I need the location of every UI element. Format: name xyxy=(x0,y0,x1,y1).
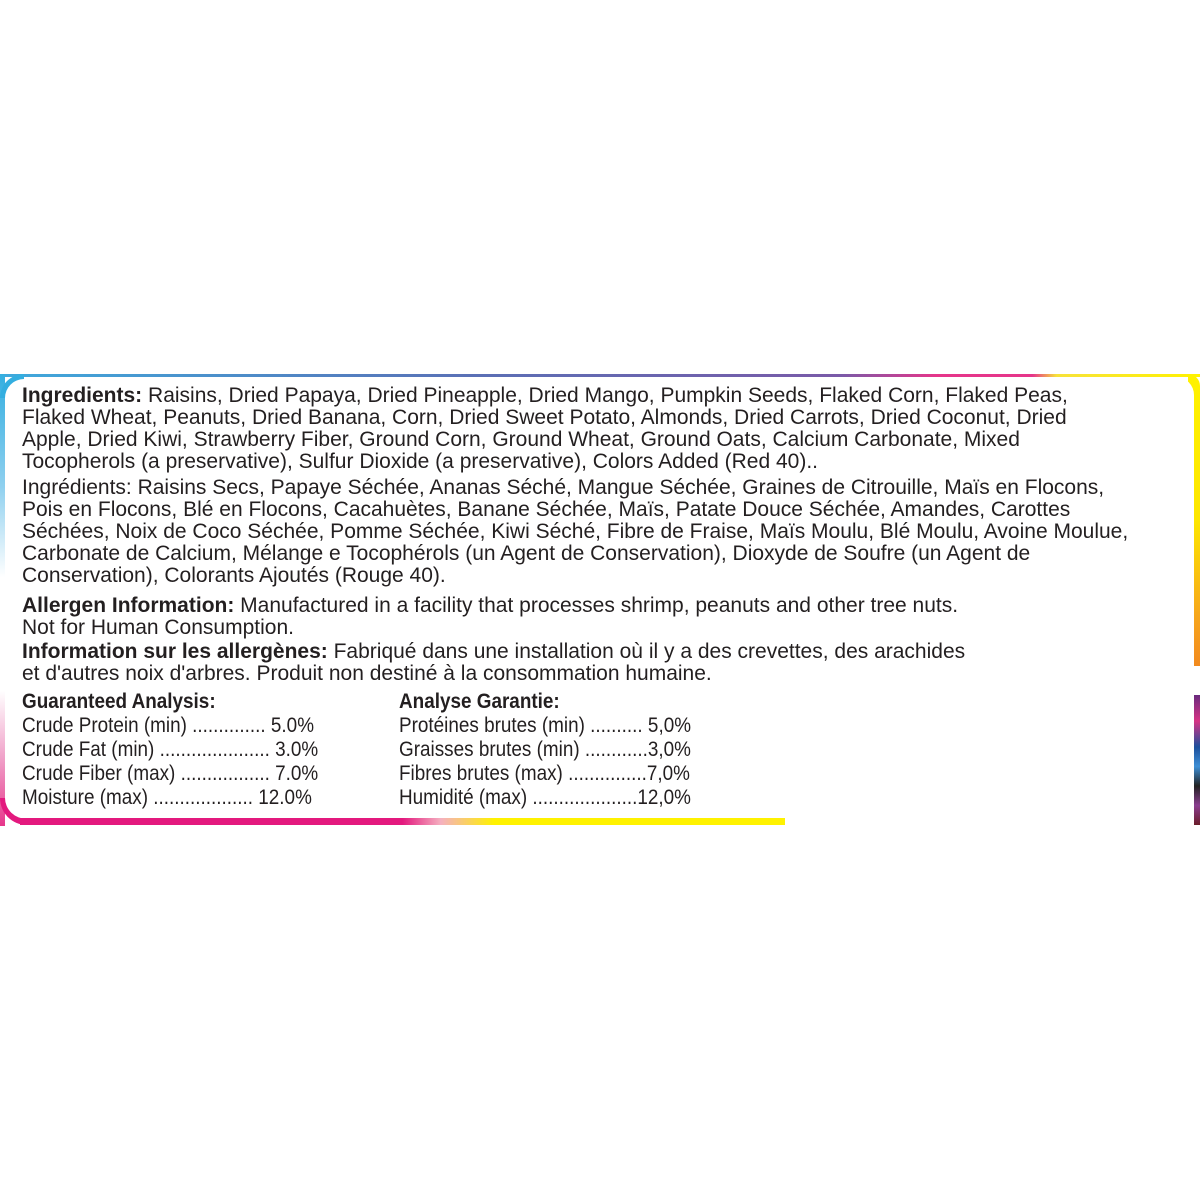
analysis-en-title: Guaranteed Analysis: xyxy=(22,690,216,713)
allergen-en-line: Manufactured in a facility that processe… xyxy=(234,594,959,617)
frame-top-border xyxy=(4,374,1200,377)
ingredients-fr-line: Ingrédients: Raisins Secs, Papaye Séchée… xyxy=(22,476,1105,499)
frame-corner-top-left xyxy=(0,374,24,398)
ingredients-en-line: Apple, Dried Kiwi, Strawberry Fiber, Gro… xyxy=(22,428,1020,451)
allergen-fr-line: et d'autres noix d'arbres. Produit non d… xyxy=(22,662,712,685)
allergen-fr-label: Information sur les allergènes: xyxy=(22,640,328,663)
allergen-fr-line: Fabriqué dans une installation où il y a… xyxy=(327,640,966,663)
analysis-fr-row: Protéines brutes (min) .......... 5,0% xyxy=(399,714,692,737)
analysis-en-row: Crude Fat (min) ..................... 3.… xyxy=(22,738,319,761)
ingredients-en-line: Flaked Wheat, Peanuts, Dried Banana, Cor… xyxy=(22,406,1067,429)
allergen-en-label: Allergen Information: xyxy=(22,594,235,617)
ingredients-en-line: Raisins, Dried Papaya, Dried Pineapple, … xyxy=(142,384,1068,407)
analysis-en-row: Crude Protein (min) .............. 5.0% xyxy=(22,714,315,737)
frame-bottom-border xyxy=(20,818,785,825)
analysis-en-row: Moisture (max) ................... 12.0% xyxy=(22,786,312,809)
product-image-strip xyxy=(1194,695,1200,825)
ingredients-fr-line: Conservation), Colorants Ajoutés (Rouge … xyxy=(22,564,446,587)
allergen-en-line: Not for Human Consumption. xyxy=(22,616,294,639)
label-content: Ingredients: Raisins, Dried Papaya, Drie… xyxy=(22,385,1192,685)
analysis-fr-row: Graisses brutes (min) ............3,0% xyxy=(399,738,691,761)
analysis-fr-row: Fibres brutes (max) ...............7,0% xyxy=(399,762,690,785)
analysis-fr-title: Analyse Garantie: xyxy=(399,690,560,713)
ingredients-fr: Ingrédients: Raisins Secs, Papaye Séchée… xyxy=(22,477,1192,587)
ingredients-fr-line: Séchées, Noix de Coco Séchée, Pomme Séch… xyxy=(22,520,1129,543)
allergen-fr: Information sur les allergènes: Fabriqué… xyxy=(22,641,1192,685)
ingredients-fr-line: Pois en Flocons, Blé en Flocons, Cacahuè… xyxy=(22,498,1071,521)
analysis-en-row: Crude Fiber (max) ................. 7.0% xyxy=(22,762,319,785)
ingredients-en-line: Tocopherols (a preservative), Sulfur Dio… xyxy=(22,450,819,473)
ingredients-fr-line: Carbonate de Calcium, Mélange e Tocophér… xyxy=(22,542,1031,565)
allergen-en: Allergen Information: Manufactured in a … xyxy=(22,595,1192,639)
ingredients-en-label: Ingredients: xyxy=(22,384,143,407)
frame-right-inner xyxy=(1176,377,1194,666)
analysis-fr-row: Humidité (max) ....................12,0% xyxy=(399,786,691,809)
frame-left-border xyxy=(0,374,18,826)
guaranteed-analysis-en: Guaranteed Analysis: Crude Protein (min)… xyxy=(22,690,351,810)
guaranteed-analysis-fr: Analyse Garantie: Protéines brutes (min)… xyxy=(399,690,723,810)
ingredients-en: Ingredients: Raisins, Dried Papaya, Drie… xyxy=(22,385,1192,473)
